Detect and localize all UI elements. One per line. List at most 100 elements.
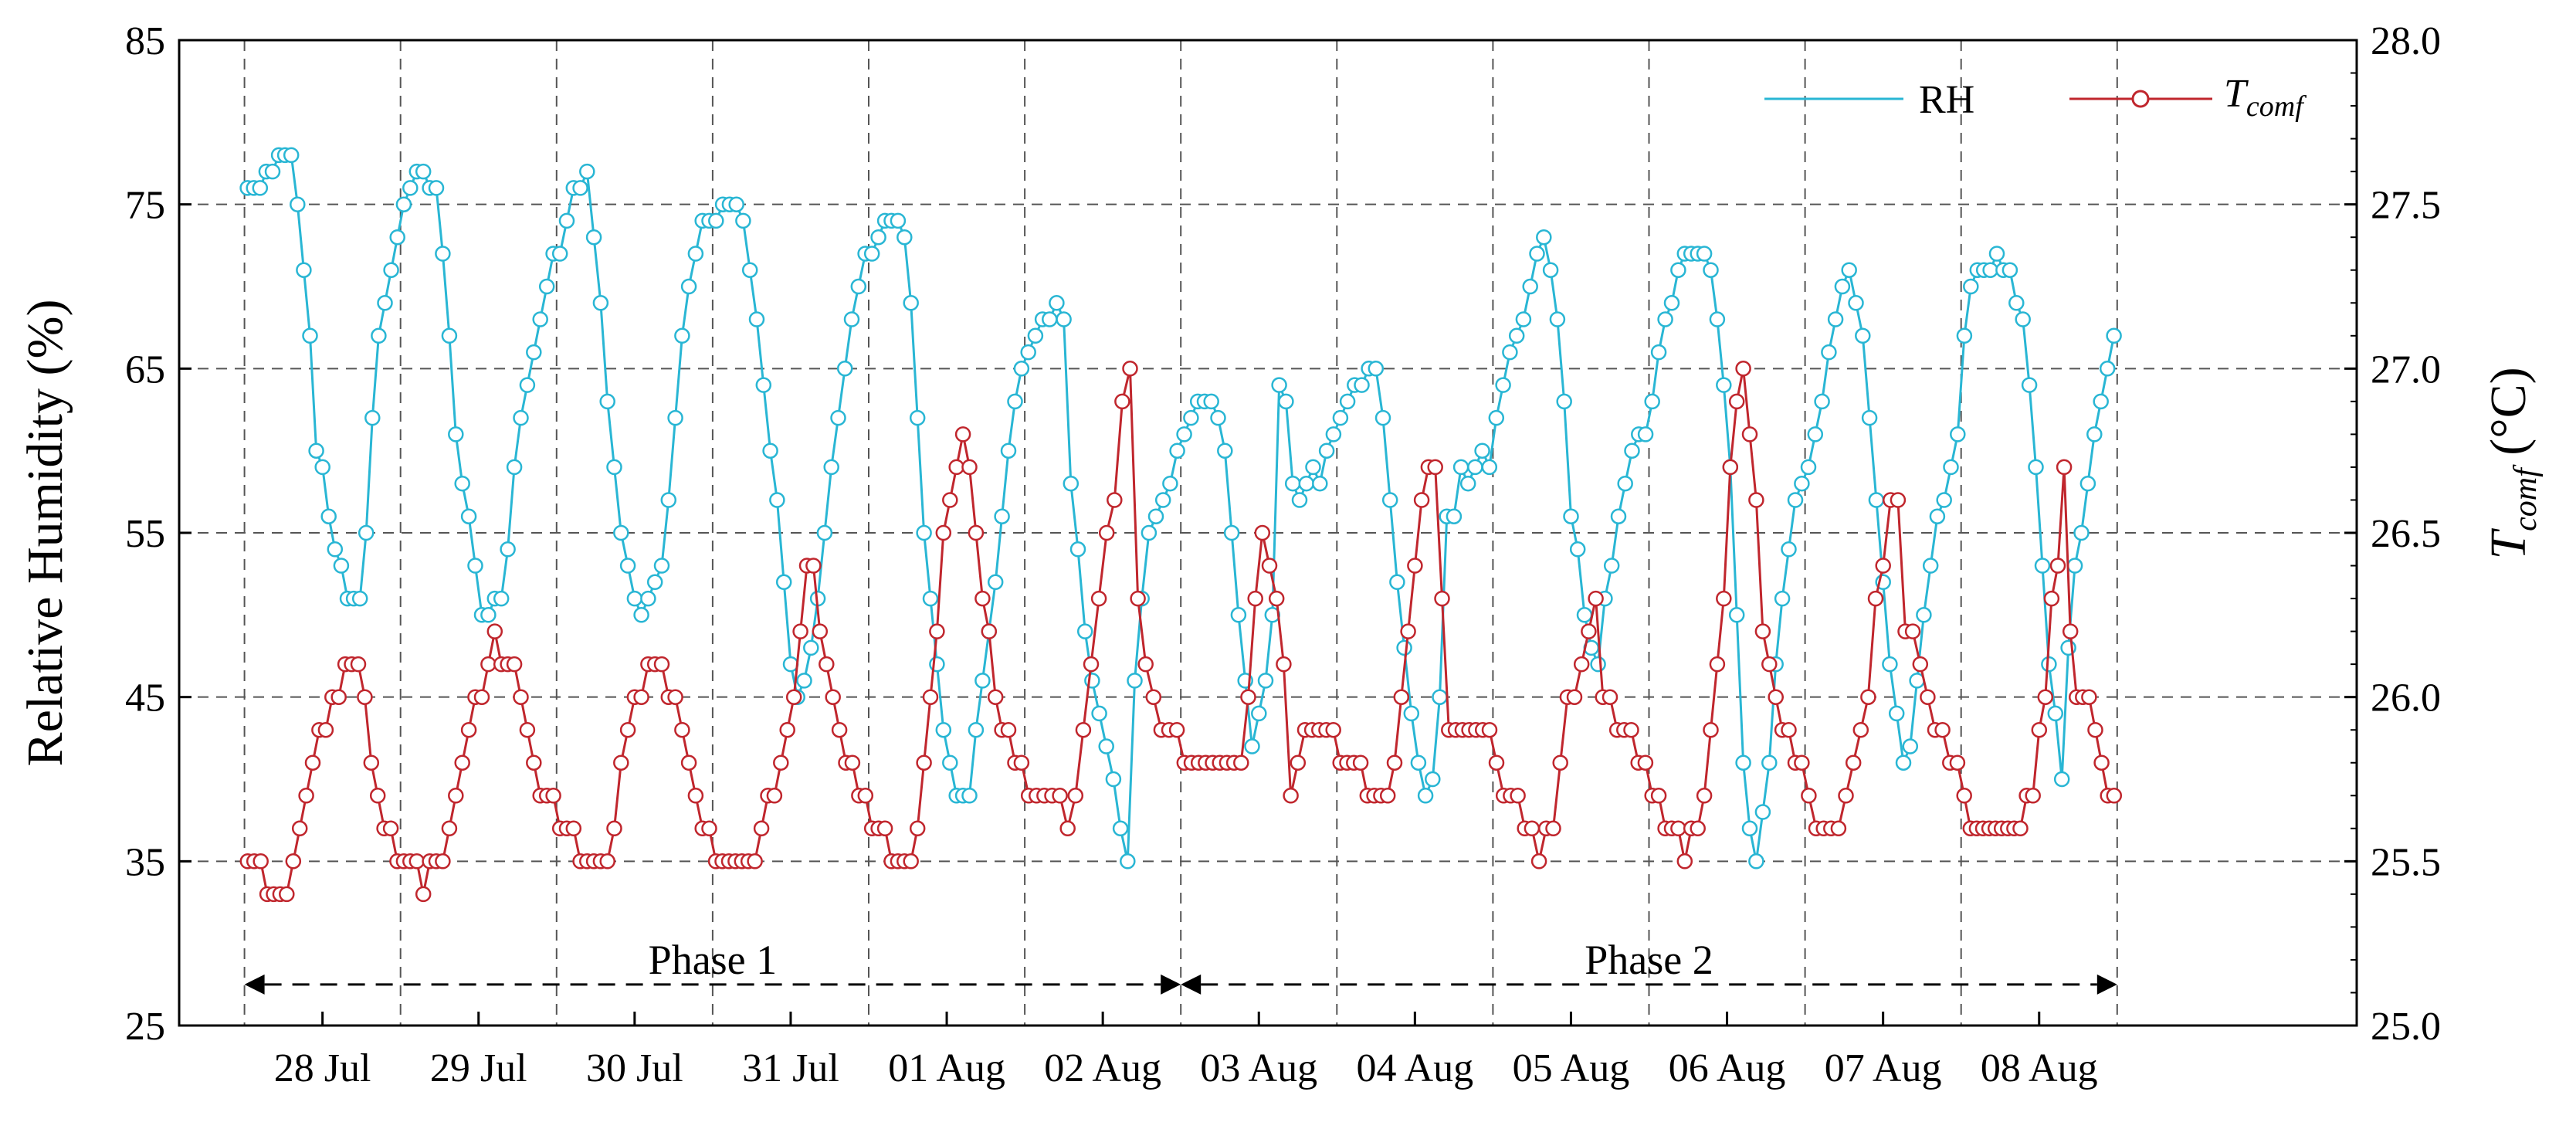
data-point xyxy=(371,327,387,344)
data-point xyxy=(916,754,932,771)
data-point xyxy=(565,820,582,837)
data-point xyxy=(844,754,861,771)
data-point xyxy=(1735,754,1751,771)
data-point xyxy=(1949,754,1966,771)
data-point xyxy=(773,754,789,771)
data-point xyxy=(1741,426,1758,442)
data-point xyxy=(606,820,622,837)
data-point xyxy=(1417,788,1434,804)
data-point xyxy=(1867,590,1884,607)
data-point xyxy=(942,492,958,508)
data-point xyxy=(1056,311,1072,327)
data-point xyxy=(2053,771,2070,788)
data-point xyxy=(599,853,615,870)
data-point xyxy=(929,623,945,639)
data-point xyxy=(538,278,555,295)
data-point xyxy=(1137,656,1154,673)
data-point xyxy=(460,508,477,524)
data-point xyxy=(1728,393,1745,410)
data-point xyxy=(1943,459,1959,476)
data-point xyxy=(1552,754,1568,771)
data-point xyxy=(1888,705,1905,722)
data-point xyxy=(532,311,548,327)
data-point xyxy=(302,327,318,344)
data-point xyxy=(1410,754,1427,771)
data-series xyxy=(239,147,2123,903)
data-point xyxy=(2001,262,2018,278)
data-point xyxy=(1374,409,1391,426)
data-point xyxy=(1569,541,1586,558)
data-point xyxy=(519,721,536,738)
data-point xyxy=(1663,295,1680,311)
data-point xyxy=(1283,788,1299,804)
data-point xyxy=(2015,311,2031,327)
data-point xyxy=(954,426,971,442)
legend: RH Tcomf xyxy=(1764,72,2307,123)
data-point xyxy=(1210,409,1226,426)
data-point xyxy=(448,426,464,442)
data-point xyxy=(1676,853,1693,870)
data-point xyxy=(974,590,991,607)
data-point xyxy=(1821,344,1837,361)
data-point xyxy=(1271,377,1287,393)
data-point xyxy=(383,262,399,278)
data-point xyxy=(1069,541,1086,558)
data-point xyxy=(1352,754,1369,771)
data-point xyxy=(903,853,919,870)
data-point xyxy=(1107,492,1123,508)
x-tick-label: 06 Aug xyxy=(1669,1046,1786,1090)
data-point xyxy=(1059,820,1076,837)
data-point xyxy=(1861,409,1878,426)
data-point xyxy=(1276,656,1292,673)
x-tick-label: 29 Jul xyxy=(430,1046,527,1090)
data-point xyxy=(613,524,629,541)
data-point xyxy=(1781,541,1797,558)
data-point xyxy=(350,656,367,673)
data-point xyxy=(1868,492,1885,508)
data-point xyxy=(291,820,308,837)
data-point xyxy=(1075,721,1092,738)
data-point xyxy=(843,311,860,327)
data-point xyxy=(2031,721,2048,738)
y2-tick-label: 25.0 xyxy=(2371,1005,2441,1049)
data-point xyxy=(762,442,778,459)
data-point xyxy=(2073,524,2090,541)
data-point xyxy=(613,754,629,771)
data-point xyxy=(506,656,523,673)
data-point xyxy=(599,393,615,410)
data-point xyxy=(285,853,302,870)
y-tick-label: 55 xyxy=(125,512,165,556)
data-point xyxy=(1084,673,1100,689)
data-point xyxy=(283,147,300,164)
data-point xyxy=(1049,295,1065,311)
data-point xyxy=(1000,442,1017,459)
data-point xyxy=(435,246,451,262)
data-point xyxy=(775,574,792,591)
data-point xyxy=(1396,639,1412,656)
data-point xyxy=(1403,705,1420,722)
data-point xyxy=(816,524,833,541)
data-point xyxy=(1063,475,1080,492)
data-point xyxy=(653,558,670,574)
data-point xyxy=(441,820,458,837)
data-point xyxy=(460,721,477,738)
data-point xyxy=(1573,656,1590,673)
data-point xyxy=(948,459,964,476)
data-point xyxy=(1413,492,1430,508)
data-point xyxy=(1407,558,1423,574)
data-point xyxy=(1120,853,1136,870)
data-point xyxy=(1709,311,1726,327)
data-point xyxy=(526,754,542,771)
data-point xyxy=(1841,262,1857,278)
data-point xyxy=(2028,459,2044,476)
y2-tick-label: 26.5 xyxy=(2371,512,2441,556)
data-point xyxy=(606,459,622,476)
x-tick-label: 07 Aug xyxy=(1825,1046,1942,1090)
y2-axis-title: Tcomf (°C) xyxy=(2480,367,2544,559)
legend-tcomf-main: T xyxy=(2224,72,2249,116)
data-point xyxy=(823,459,839,476)
data-point xyxy=(1696,246,1713,262)
data-point xyxy=(2086,426,2103,442)
data-point xyxy=(1657,311,1673,327)
